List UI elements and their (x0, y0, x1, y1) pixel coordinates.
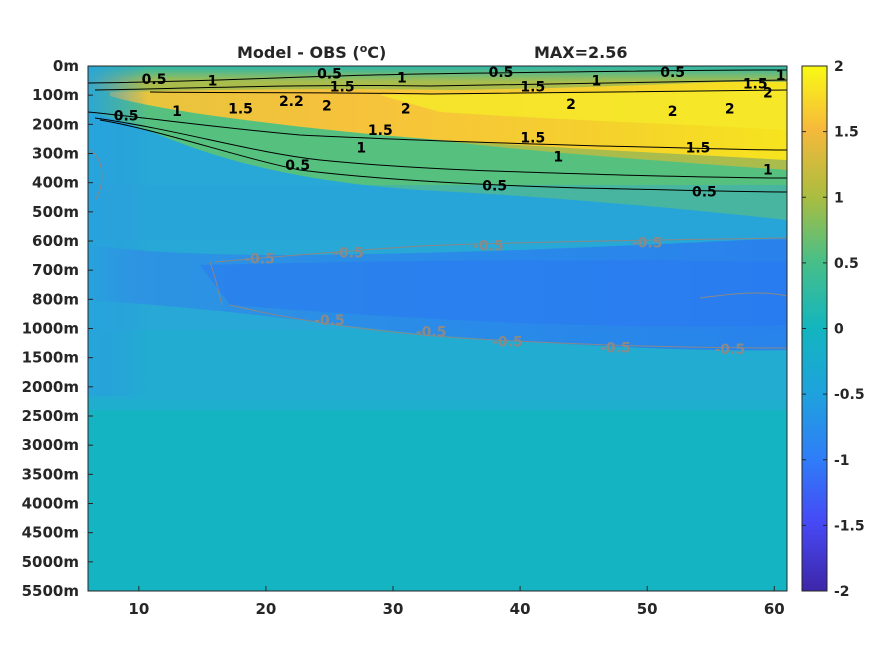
contour-label: -0.5 (492, 335, 523, 351)
colorbar-tick-label: -1.5 (834, 518, 865, 534)
y-axis: 0m 100m 200m 300m 400m 500m 600m 700m 800m 1000m 1… (22, 57, 93, 600)
contour-label: 0.5 (660, 65, 685, 81)
contour-label: 1 (356, 141, 366, 157)
contour-label: 2 (668, 104, 678, 120)
y-tick-label: 600m (32, 232, 79, 250)
chart-title-superscript: o (360, 42, 368, 55)
contour-label: 1.5 (743, 77, 768, 93)
y-tick-label: 200m (32, 115, 79, 133)
colorbar-tick-label: 0 (834, 322, 844, 338)
contour-label: 1 (776, 68, 786, 84)
x-tick-label: 40 (510, 600, 531, 618)
colorbar-tick-label: 0.5 (834, 256, 859, 272)
chart-title: Model - OBS (oC) (237, 42, 386, 62)
contour-label: 1.5 (368, 123, 393, 139)
y-tick-label: 2000m (22, 378, 79, 396)
contour-label: 1.5 (520, 79, 545, 95)
contour-label: 2 (322, 98, 332, 114)
contour-label: -0.5 (416, 324, 447, 340)
y-tick-label: 2500m (22, 407, 79, 425)
contour-label: -0.5 (314, 313, 345, 329)
contour-label: 1 (763, 163, 773, 179)
contour-label: 1 (172, 104, 182, 120)
y-tick-label: 4000m (22, 495, 79, 513)
max-label: MAX=2.56 (534, 43, 628, 62)
y-tick-label: 1000m (22, 320, 79, 338)
contour-label: 2 (566, 97, 576, 113)
x-tick-label: 30 (383, 600, 404, 618)
y-tick-label: 3000m (22, 436, 79, 454)
contour-label: 2 (401, 101, 411, 117)
contour-label: -0.5 (632, 235, 663, 251)
contour-label: 0.5 (482, 179, 507, 195)
x-axis: 10 20 30 40 50 60 (128, 586, 785, 618)
contour-label: 1 (553, 149, 563, 165)
y-tick-label: 0m (53, 57, 79, 75)
x-tick-label: 60 (764, 600, 785, 618)
contour-label: 0.5 (114, 109, 139, 125)
contour-label: -0.5 (333, 246, 364, 262)
chart-title-suffix: C) (367, 43, 386, 62)
y-tick-label: 300m (32, 145, 79, 163)
y-tick-label: 5000m (22, 553, 79, 571)
contour-label: 0.5 (317, 66, 342, 82)
y-tick-label: 4500m (22, 524, 79, 542)
colorbar-tick-label: 1 (834, 190, 844, 206)
y-tick-label: 1500m (22, 349, 79, 367)
contour-label: -0.5 (600, 340, 631, 356)
colorbar-axis: 2 1.5 1 0.5 0 -0.5 -1 -1.5 -2 (802, 59, 865, 600)
colorbar-tick-label: 2 (834, 59, 844, 75)
y-tick-label: 800m (32, 290, 79, 308)
colorbar-tick-label: -1 (834, 453, 850, 469)
field-layers (88, 66, 787, 591)
contour-label: 1 (208, 74, 218, 90)
contour-label-group: 0.5 1 0.51.51 0.51.5 10.51.510.5 1 1.5 2.2 2 2 2 22… (114, 65, 786, 358)
contour-label: -0.5 (473, 238, 504, 254)
contour-label: 0.5 (692, 184, 717, 200)
contour-label: 1.5 (520, 130, 545, 146)
contour-label: 0.5 (489, 65, 514, 81)
y-tick-label: 3500m (22, 465, 79, 483)
contour-label: 2 (725, 101, 735, 117)
chart-title-prefix: Model - OBS ( (237, 43, 360, 62)
contour-label: 0.5 (285, 158, 310, 174)
x-tick-label: 20 (255, 600, 276, 618)
contour-label: 1.5 (228, 101, 253, 117)
contour-label: 1 (591, 74, 601, 90)
y-tick-label: 100m (32, 86, 79, 104)
contour-label: -0.5 (714, 342, 745, 358)
y-tick-label: 400m (32, 174, 79, 192)
x-tick-label: 50 (637, 600, 658, 618)
contour-lines (88, 69, 787, 349)
x-tick-label: 10 (128, 600, 149, 618)
contour-label: 1.5 (686, 141, 711, 157)
contour-label: 1.5 (330, 79, 355, 95)
contour-label: 2.2 (279, 94, 304, 110)
colorbar-tick-label: -0.5 (834, 387, 865, 403)
y-tick-label: 5500m (22, 582, 79, 600)
contour-label: 2 (763, 85, 773, 101)
colorbar-tick-label: -2 (834, 584, 850, 600)
y-tick-label: 700m (32, 261, 79, 279)
y-tick-label: 500m (32, 203, 79, 221)
contour-label: 0.5 (142, 72, 167, 88)
colorbar-tick-label: 1.5 (834, 125, 859, 141)
contour-label: -0.5 (244, 252, 275, 268)
contour-label: 1 (397, 71, 407, 87)
